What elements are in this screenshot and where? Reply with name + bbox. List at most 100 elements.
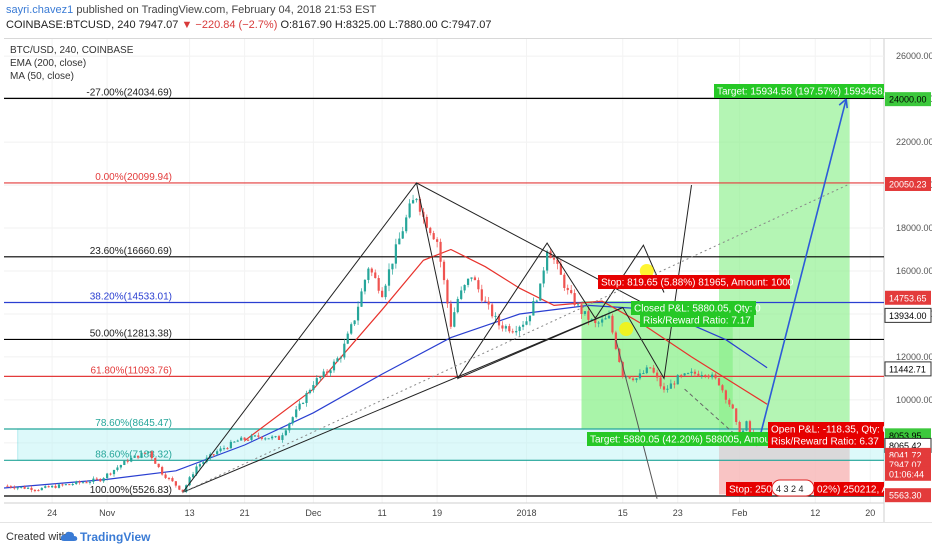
target-top-label: Target: 15934.58 (197.57%) 1593458, Am xyxy=(717,87,903,98)
candle-body xyxy=(611,315,614,333)
candle-body xyxy=(319,376,322,379)
candle-body xyxy=(233,441,236,443)
candle-body xyxy=(745,421,748,431)
candle-body xyxy=(735,408,738,423)
candle-body xyxy=(738,422,741,441)
candle-body xyxy=(295,409,298,418)
author-link[interactable]: sayri.chavez1 xyxy=(6,4,74,16)
closed-pl-label-bg xyxy=(631,301,756,315)
candle-body xyxy=(484,300,487,302)
price-scale-tag: 7947.07 xyxy=(889,460,922,470)
candle-body xyxy=(274,436,277,438)
tradingview-logo-text[interactable]: TradingView xyxy=(80,530,151,544)
candle-body xyxy=(33,490,37,492)
candle-body xyxy=(44,486,47,488)
candle-body xyxy=(288,423,291,431)
target-low-label: Target: 5880.05 (42.20%) 588005, Amoun xyxy=(590,435,776,446)
price-scale-tag-bg xyxy=(885,466,931,481)
candle-body xyxy=(686,373,690,375)
candle-body xyxy=(222,448,226,450)
x-tick-label: 13 xyxy=(185,508,195,518)
candle-body xyxy=(9,486,12,488)
candle-body xyxy=(497,315,501,326)
candle-body xyxy=(181,489,184,492)
candle-body xyxy=(305,393,308,403)
countdown-bubble: 4 3 2 4 xyxy=(776,484,804,494)
candle-body xyxy=(566,287,569,291)
candle-body xyxy=(116,467,119,470)
candle-body xyxy=(119,465,122,468)
candle-body xyxy=(106,473,109,479)
candle-body xyxy=(501,325,504,329)
candle-body xyxy=(525,321,528,325)
highlight-circle xyxy=(639,264,654,278)
candle-body xyxy=(260,436,263,439)
candle-body xyxy=(563,274,566,288)
candle-body xyxy=(136,455,140,458)
stop-mid-label: Stop: 819.65 (5.88%) 81965, Amount: 1000 xyxy=(601,278,794,289)
candle-body xyxy=(473,277,477,281)
candle-body xyxy=(360,291,363,307)
candle-body xyxy=(226,448,229,450)
candle-body xyxy=(680,375,683,377)
risk-reward-mid-label-bg xyxy=(640,313,754,327)
candle-body xyxy=(394,244,397,264)
legend-ema: EMA (200, close) xyxy=(10,58,86,69)
candle-body xyxy=(250,435,253,440)
candle-body xyxy=(26,487,30,489)
candle-body xyxy=(20,486,23,488)
candle-body xyxy=(161,467,164,475)
x-tick-label: 12 xyxy=(810,508,820,518)
candle-body xyxy=(662,386,666,390)
candle-body xyxy=(78,481,81,483)
candle-body xyxy=(130,457,133,462)
candle-body xyxy=(322,371,325,377)
candle-body xyxy=(628,376,631,379)
candle-body xyxy=(112,469,116,475)
y-tick-label: 10000.00 xyxy=(896,395,932,405)
candle-body xyxy=(659,377,662,387)
candle-body xyxy=(515,330,518,333)
candle-body xyxy=(559,263,562,275)
fib-level-label: 0.00%(20099.94) xyxy=(95,172,172,183)
candle-body xyxy=(673,383,676,385)
x-tick-label: 21 xyxy=(240,508,250,518)
price-scale-tag: 5563.30 xyxy=(889,491,922,501)
candle-body xyxy=(332,361,336,371)
candle-body xyxy=(329,370,332,374)
candle-body xyxy=(85,482,88,484)
candle-body xyxy=(573,293,576,306)
candle-body xyxy=(494,315,497,317)
candle-body xyxy=(436,239,439,242)
candle-body xyxy=(666,388,669,390)
candle-body xyxy=(546,251,549,271)
candle-body xyxy=(291,417,294,424)
candle-body xyxy=(491,304,494,317)
risk-reward-low-label: Risk/Reward Ratio: 6.37 xyxy=(771,437,879,448)
x-tick-label: Feb xyxy=(732,508,748,518)
price-chart[interactable]: 8000.0010000.0012000.0014000.0016000.001… xyxy=(3,39,932,522)
risk-reward-low-label-bg xyxy=(768,434,884,448)
fib-level-label: -27.00%(24034.69) xyxy=(86,87,172,98)
projection-arrow xyxy=(758,98,847,441)
candle-body xyxy=(635,378,638,381)
candle-body xyxy=(731,404,734,409)
candle-body xyxy=(587,311,590,320)
price-scale-tag: 13934.00 xyxy=(889,311,927,321)
price-scale-tag: 8065.42 xyxy=(889,441,922,451)
candle-body xyxy=(717,378,721,386)
candle-body xyxy=(704,375,707,377)
candle-body xyxy=(642,373,645,375)
candle-body xyxy=(81,482,85,484)
candle-body xyxy=(676,375,679,385)
candle-body xyxy=(442,261,446,281)
high-value: H:8325.00 xyxy=(334,19,386,31)
candle-body xyxy=(150,451,153,459)
target-top-label-bg xyxy=(714,84,884,98)
candle-body xyxy=(714,374,717,379)
chart-area[interactable]: 8000.0010000.0012000.0014000.0016000.001… xyxy=(3,38,932,522)
candle-body xyxy=(528,315,532,322)
candle-body xyxy=(728,399,731,405)
fib-level-label: 38.20%(14533.01) xyxy=(90,292,172,303)
candle-body xyxy=(54,485,57,488)
